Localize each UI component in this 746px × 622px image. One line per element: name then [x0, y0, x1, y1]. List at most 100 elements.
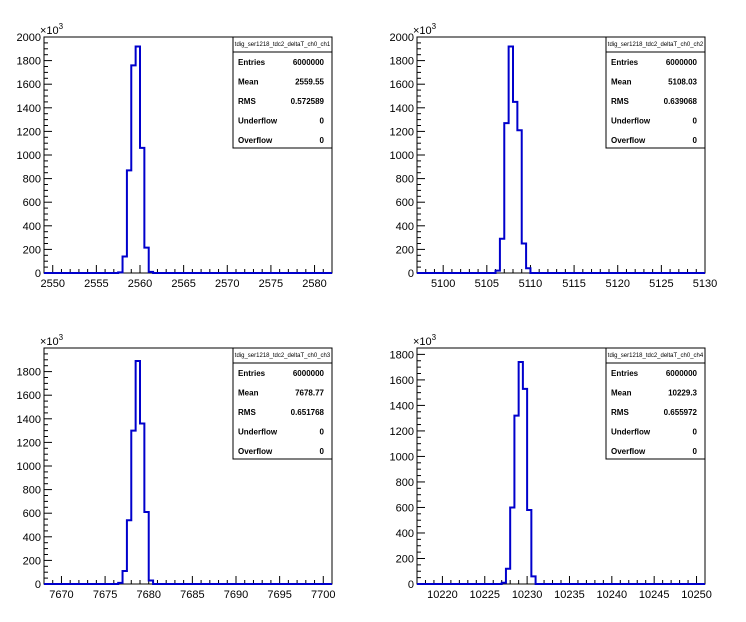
stats-label: Underflow	[611, 117, 651, 126]
x-tick-label: 7675	[93, 589, 117, 601]
y-tick-label: 200	[23, 555, 41, 567]
histogram-series	[44, 359, 332, 585]
histogram-bin	[513, 102, 517, 273]
stats-label: Mean	[238, 78, 259, 87]
histogram-bin	[136, 361, 140, 584]
x-tick-label: 5115	[562, 278, 586, 290]
histogram-bin	[531, 576, 535, 584]
histogram-bin	[522, 244, 526, 274]
x-tick-label: 7670	[49, 589, 73, 601]
x-tick-label: 5100	[431, 278, 455, 290]
x-tick-label: 2550	[40, 278, 64, 290]
y-tick-label: 1200	[17, 437, 41, 449]
y-tick-label: 1000	[17, 150, 41, 162]
histogram-bin	[123, 571, 127, 584]
x-tick-label: 5130	[693, 278, 717, 290]
x-tick-label: 2560	[128, 278, 152, 290]
y-tick-label: 800	[23, 485, 41, 497]
histogram-panel-1: 0 200 400 600 800 1000 1200 1400 1600 1800 2000 255…	[17, 22, 333, 290]
y-tick-label: 600	[23, 508, 41, 520]
histogram-bin	[504, 123, 508, 273]
histogram-bin	[514, 416, 518, 584]
stats-value: 2559.55	[295, 78, 324, 87]
x-tick-label: 5110	[519, 278, 543, 290]
y-tick-label: 1200	[390, 126, 414, 138]
y-tick-label: 2000	[390, 32, 414, 44]
y-tick-label: 400	[396, 528, 414, 540]
stats-value: 10229.3	[668, 389, 697, 398]
histogram-bin	[506, 569, 510, 584]
histogram-bin	[131, 65, 135, 273]
y-tick-label: 0	[408, 268, 414, 280]
histogram-series	[417, 45, 705, 274]
stats-value: 0	[320, 136, 325, 145]
stats-label: RMS	[238, 408, 256, 417]
histogram-bin	[500, 239, 504, 273]
histogram-bin	[509, 46, 513, 273]
stats-value: 0	[320, 428, 325, 437]
histogram-bin	[131, 431, 135, 584]
stats-value: 6000000	[666, 58, 698, 67]
stats-value: 6000000	[666, 369, 698, 378]
stats-label: RMS	[611, 408, 629, 417]
x-tick-label: 10235	[554, 589, 585, 601]
x-tick-label: 10250	[681, 589, 712, 601]
stats-label: Entries	[238, 369, 266, 378]
y-tick-label: 400	[23, 221, 41, 233]
y-tick-label: 600	[396, 502, 414, 514]
x-tick-label: 5105	[475, 278, 499, 290]
stats-label: Underflow	[238, 428, 278, 437]
y-tick-label: 1400	[17, 414, 41, 426]
x-tick-label: 5125	[649, 278, 673, 290]
x-tick-label: 10240	[597, 589, 628, 601]
stats-title: tdig_ser1218_tdc2_deltaT_ch0_ch2	[608, 42, 704, 48]
stats-value: 6000000	[293, 58, 325, 67]
y-tick-label: 1400	[390, 400, 414, 412]
stats-value: 0	[320, 117, 325, 126]
x-tick-label: 2555	[84, 278, 108, 290]
y-tick-label: 1600	[17, 79, 41, 91]
stats-value: 0	[693, 428, 698, 437]
y-exponent-label: ×103	[413, 22, 437, 37]
x-tick-label: 2565	[171, 278, 195, 290]
stats-label: RMS	[238, 97, 256, 106]
histogram-bin	[510, 507, 514, 584]
y-tick-label: 0	[35, 268, 41, 280]
y-tick-label: 200	[23, 244, 41, 256]
stats-label: Overflow	[611, 447, 646, 456]
y-tick-label: 1600	[390, 375, 414, 387]
histogram-bin	[144, 512, 148, 584]
y-tick-label: 1000	[390, 150, 414, 162]
y-tick-label: 1600	[390, 79, 414, 91]
histogram-bin	[526, 268, 530, 273]
stats-value: 0.655972	[664, 408, 698, 417]
y-tick-label: 1800	[390, 349, 414, 361]
y-tick-label: 1200	[17, 126, 41, 138]
x-tick-label: 7695	[267, 589, 291, 601]
y-tick-label: 1000	[390, 451, 414, 463]
y-tick-label: 600	[396, 197, 414, 209]
stats-label: Entries	[238, 58, 266, 67]
stats-value: 0	[693, 136, 698, 145]
histogram-bin	[144, 248, 148, 273]
histogram-bin	[127, 520, 131, 584]
y-tick-label: 800	[396, 174, 414, 186]
stats-box	[232, 36, 333, 149]
stats-value: 0	[693, 447, 698, 456]
histogram-bin	[140, 148, 144, 273]
stats-label: Overflow	[238, 447, 273, 456]
histogram-bin	[123, 256, 127, 273]
histogram-bin	[118, 583, 122, 584]
stats-value: 0.572589	[291, 97, 325, 106]
stats-label: Entries	[611, 369, 639, 378]
stats-label: Entries	[611, 58, 639, 67]
stats-label: Mean	[611, 389, 632, 398]
y-tick-label: 1800	[17, 56, 41, 68]
stats-title: tdig_ser1218_tdc2_deltaT_ch0_ch1	[235, 42, 331, 48]
y-tick-label: 1400	[390, 103, 414, 115]
y-tick-label: 200	[396, 244, 414, 256]
stats-label: Mean	[238, 389, 259, 398]
y-tick-label: 600	[23, 197, 41, 209]
x-tick-label: 10245	[639, 589, 670, 601]
